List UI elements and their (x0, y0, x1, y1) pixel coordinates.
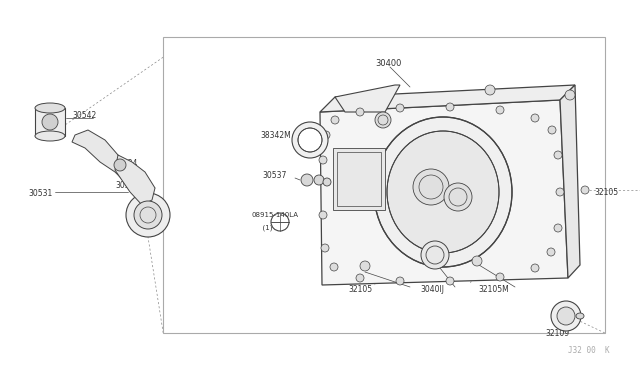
Circle shape (114, 159, 126, 171)
Polygon shape (335, 85, 400, 112)
Ellipse shape (576, 313, 584, 319)
Ellipse shape (387, 131, 499, 253)
Text: 30534: 30534 (113, 158, 138, 167)
Polygon shape (115, 155, 155, 205)
Circle shape (134, 201, 162, 229)
Polygon shape (560, 85, 580, 278)
Text: 08915-140LA: 08915-140LA (252, 212, 299, 218)
Circle shape (301, 174, 313, 186)
Circle shape (557, 307, 575, 325)
Text: (1): (1) (258, 225, 273, 231)
Circle shape (446, 103, 454, 111)
Circle shape (396, 104, 404, 112)
Text: 3040lJ: 3040lJ (420, 285, 444, 295)
Circle shape (319, 211, 327, 219)
Polygon shape (320, 85, 575, 112)
Circle shape (322, 131, 330, 139)
Circle shape (554, 224, 562, 232)
Circle shape (421, 241, 449, 269)
Text: J32 00  K: J32 00 K (568, 346, 610, 355)
Text: 32105M: 32105M (478, 285, 509, 295)
Polygon shape (320, 100, 568, 285)
Ellipse shape (374, 117, 512, 267)
Text: 30531: 30531 (28, 189, 52, 198)
Circle shape (496, 106, 504, 114)
Text: 32109: 32109 (545, 328, 569, 337)
Circle shape (531, 114, 539, 122)
Circle shape (126, 193, 170, 237)
Circle shape (551, 301, 581, 331)
Circle shape (330, 263, 338, 271)
Circle shape (547, 248, 555, 256)
Circle shape (446, 277, 454, 285)
Text: 30542: 30542 (72, 110, 96, 119)
Ellipse shape (35, 103, 65, 113)
Circle shape (42, 114, 58, 130)
Circle shape (581, 186, 589, 194)
Circle shape (472, 256, 482, 266)
Circle shape (356, 274, 364, 282)
Circle shape (314, 175, 324, 185)
Ellipse shape (35, 131, 65, 141)
Circle shape (565, 90, 575, 100)
Circle shape (331, 116, 339, 124)
Circle shape (444, 183, 472, 211)
Polygon shape (72, 130, 130, 185)
Circle shape (356, 108, 364, 116)
Circle shape (321, 244, 329, 252)
Text: 38342M: 38342M (260, 131, 291, 140)
Circle shape (360, 261, 370, 271)
Bar (35, 108, 65, 136)
Circle shape (413, 169, 449, 205)
Bar (337, 152, 381, 206)
Circle shape (485, 85, 495, 95)
Circle shape (319, 156, 327, 164)
Circle shape (375, 112, 391, 128)
Circle shape (531, 264, 539, 272)
Circle shape (323, 178, 331, 186)
Circle shape (554, 151, 562, 159)
Text: 30537: 30537 (262, 170, 286, 180)
Circle shape (548, 126, 556, 134)
Text: 32105: 32105 (594, 187, 618, 196)
Bar (163, 37, 605, 333)
Ellipse shape (298, 128, 322, 152)
Text: 30502: 30502 (115, 180, 140, 189)
Ellipse shape (292, 122, 328, 158)
Circle shape (396, 277, 404, 285)
Circle shape (496, 273, 504, 281)
Circle shape (556, 188, 564, 196)
Bar (333, 148, 385, 210)
Text: 30400: 30400 (375, 58, 401, 67)
Text: 32105: 32105 (348, 285, 372, 295)
